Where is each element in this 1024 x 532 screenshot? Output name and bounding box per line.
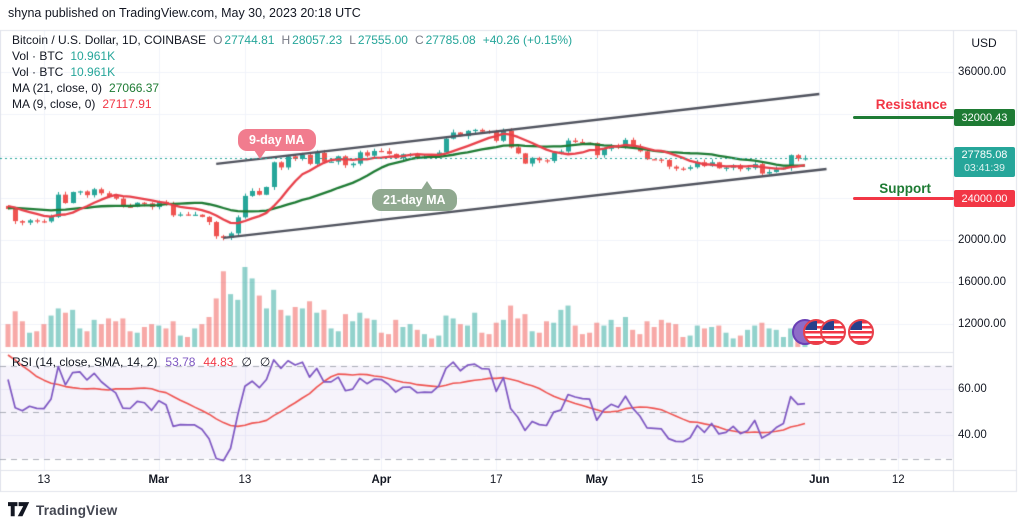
tradingview-logo-icon bbox=[8, 502, 30, 517]
open-value: 27744.81 bbox=[224, 33, 275, 47]
time-axis-label: Jun bbox=[809, 474, 830, 486]
time-axis[interactable]: 13 Mar 13 Apr 17 May 15 Jun 12 bbox=[0, 474, 953, 492]
price-scale-label: 36000.00 bbox=[958, 66, 1006, 78]
resistance-price-badge: 32000.43 bbox=[954, 109, 1015, 126]
price-scale-label: 16000.00 bbox=[958, 276, 1006, 288]
high-value: 28057.23 bbox=[292, 33, 343, 47]
price-scale-currency[interactable]: USD bbox=[971, 36, 997, 50]
volume-value: 10.961K bbox=[70, 65, 116, 79]
resistance-line[interactable] bbox=[853, 116, 954, 119]
rsi-upper-band-value: ∅ bbox=[241, 355, 252, 369]
time-axis-label: 15 bbox=[690, 474, 704, 486]
volume-label[interactable]: Vol · BTC bbox=[12, 49, 64, 63]
ma9-label[interactable]: MA (9, close, 0) bbox=[12, 97, 96, 111]
rsi-value: 53.78 bbox=[165, 355, 196, 369]
last-price-badge: 27785.08 03:41:39 bbox=[954, 147, 1015, 177]
rsi-scale-label: 40.00 bbox=[958, 429, 987, 441]
last-price-value: 27785.08 bbox=[961, 149, 1008, 161]
close-value: 27785.08 bbox=[425, 33, 476, 47]
rsi-lower-band-value: ∅ bbox=[259, 355, 271, 369]
high-label: H bbox=[281, 33, 291, 47]
rsi-label[interactable]: RSI (14, close, SMA, 14, 2) bbox=[12, 355, 158, 369]
change-value: +40.26 (+0.15%) bbox=[482, 33, 573, 47]
tradingview-brand-text[interactable]: TradingView bbox=[36, 502, 118, 518]
close-label: C bbox=[414, 33, 424, 47]
support-label: Support bbox=[879, 181, 931, 196]
ma21-label[interactable]: MA (21, close, 0) bbox=[12, 81, 103, 95]
rsi-sma-value: 44.83 bbox=[203, 355, 234, 369]
price-scale-label: 20000.00 bbox=[958, 234, 1006, 246]
ma21-callout[interactable]: 21-day MA bbox=[372, 181, 457, 211]
ma9-callout[interactable]: 9-day MA bbox=[238, 129, 316, 159]
ma21-value: 27066.37 bbox=[109, 81, 160, 95]
ma9-value: 27117.91 bbox=[102, 97, 152, 111]
rsi-legend: RSI (14, close, SMA, 14, 2) 53.78 44.83 … bbox=[12, 355, 270, 369]
attribution-text: shyna published on TradingView.com, May … bbox=[8, 6, 361, 20]
price-scale-label: 12000.00 bbox=[958, 318, 1006, 330]
time-axis-label: 12 bbox=[891, 474, 905, 486]
low-label: L bbox=[349, 33, 356, 47]
time-axis-label: 17 bbox=[489, 474, 503, 486]
symbol-title[interactable]: Bitcoin / U.S. Dollar, 1D, COINBASE bbox=[12, 33, 207, 47]
bar-countdown: 03:41:39 bbox=[964, 162, 1005, 174]
tradingview-footer: TradingView bbox=[8, 502, 117, 518]
volume-label[interactable]: Vol · BTC bbox=[12, 65, 64, 79]
time-axis-label: 13 bbox=[37, 474, 51, 486]
time-axis-label: Apr bbox=[371, 474, 392, 486]
us-flag-icon[interactable] bbox=[820, 319, 846, 345]
open-label: O bbox=[213, 33, 223, 47]
support-line[interactable] bbox=[853, 197, 954, 200]
low-value: 27555.00 bbox=[357, 33, 408, 47]
resistance-label: Resistance bbox=[875, 97, 947, 112]
time-axis-label: 13 bbox=[238, 474, 252, 486]
us-flag-icon[interactable] bbox=[848, 319, 874, 345]
volume-value: 10.961K bbox=[70, 49, 116, 63]
rsi-scale-label: 60.00 bbox=[958, 383, 987, 395]
time-axis-label: Mar bbox=[148, 474, 169, 486]
time-axis-label: May bbox=[585, 474, 608, 486]
support-price-badge: 24000.00 bbox=[954, 190, 1015, 207]
chart-legend: Bitcoin / U.S. Dollar, 1D, COINBASE O 277… bbox=[12, 33, 572, 111]
